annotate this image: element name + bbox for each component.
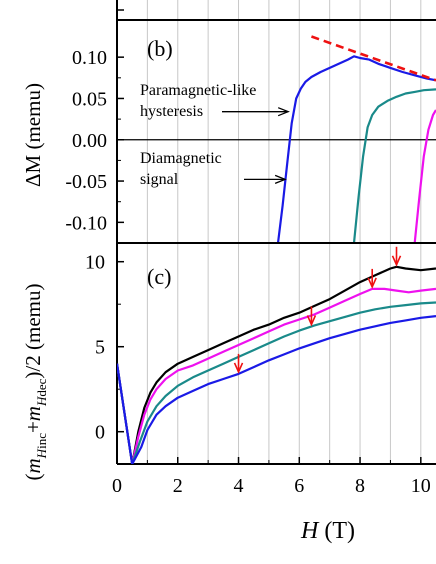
panel-b-gridlines [146,20,422,243]
panel-b-ylabel: ΔM (memu) [21,83,45,187]
annotation-diamagnetic-line1: Diamagnetic [140,150,222,167]
panel-b-ytick-label: 0.10 [72,47,107,69]
panel-b-label: (b) [147,36,173,61]
panel-c-ylabel: (mHinc+mHdec)/2 (memu) [21,284,49,481]
annotation-diamagnetic-line2: signal [140,171,179,188]
panel-c-xtick-label: 8 [355,475,365,497]
panel-c: 10 5 0 0 2 4 6 8 10 [85,242,436,497]
panel-c-series-0 [117,265,436,464]
panel-c-ytick-label: 10 [85,252,105,274]
annotation-paramagnetic-line1: Paramagnetic-like [140,82,256,99]
panel-c-xtick-label: 0 [112,475,122,497]
panel-b-ytick-label: 0.00 [72,130,107,152]
panel-b-ytick-label: 0.05 [72,88,107,110]
panel-b-series-2 [413,109,436,243]
panel-c-red-arrow-head [391,255,402,267]
x-axis-label: H (T) [300,518,355,544]
panel-c-red-arrow-head [367,277,377,289]
panel-c-ytick-label: 5 [95,337,105,359]
panel-b-dashed-fit [311,35,436,82]
panel-b-ytick-label: -0.10 [65,212,107,234]
panel-b-ytick-label: -0.05 [65,171,107,193]
annotation-arrow-paramagnetic-head [277,107,290,117]
panel-c-series-1 [117,287,436,464]
panel-c-xtick-label: 6 [294,475,304,497]
panel-b-series-1 [352,88,436,243]
panel-b-series-0 [276,55,436,243]
panel-c-gridlines [146,243,422,464]
panel-c-red-arrow-head [306,315,317,327]
panel-c-series-2 [117,301,436,464]
panel-c-red-arrow-head [233,362,244,374]
panel-c-xtick-label: 10 [411,475,431,497]
panel-a-frame [116,0,422,20]
panel-b: 0.10 0.05 0.00 -0.05 -0.10 [65,19,436,243]
annotation-paramagnetic-line2: hysteresis [140,103,203,120]
panel-c-ytick-label: 0 [95,422,105,444]
panel-c-xtick-label: 4 [234,475,244,497]
panel-c-series-3 [117,315,436,464]
panel-c-label: (c) [147,264,171,289]
panel-c-xtick-label: 2 [173,475,183,497]
annotation-arrow-diamagnetic-head [274,174,287,185]
